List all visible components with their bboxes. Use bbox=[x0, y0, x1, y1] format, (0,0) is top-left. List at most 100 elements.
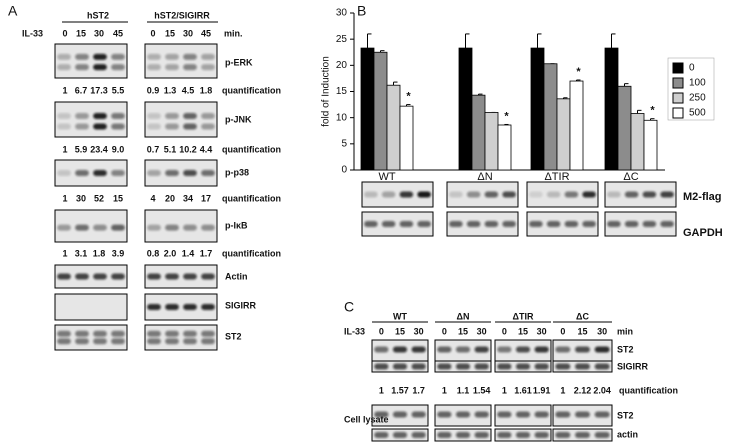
blot-band bbox=[183, 338, 197, 345]
blot-band bbox=[502, 221, 516, 227]
quantification-value: 4.5 bbox=[182, 85, 195, 95]
blot-band bbox=[183, 304, 197, 310]
blot-band bbox=[111, 273, 125, 280]
blot-band bbox=[201, 338, 215, 345]
blot-band bbox=[392, 432, 408, 438]
blot-band bbox=[57, 338, 71, 345]
blot-band bbox=[111, 224, 125, 231]
blot-band bbox=[474, 411, 489, 418]
group-label: WT bbox=[393, 311, 407, 321]
blot-band bbox=[534, 411, 549, 418]
blot-band bbox=[165, 273, 179, 280]
blot-band bbox=[165, 53, 179, 60]
quantification-value: 1.8 bbox=[200, 85, 213, 95]
blot-band bbox=[529, 191, 543, 198]
blot-band bbox=[546, 191, 561, 198]
blot-band bbox=[642, 191, 657, 198]
bar bbox=[471, 94, 486, 171]
blot-band bbox=[575, 346, 590, 353]
blot-band bbox=[515, 363, 531, 370]
legend-label: 0 bbox=[689, 63, 695, 74]
blot-band bbox=[534, 432, 549, 438]
blot-label: ST2 bbox=[617, 344, 634, 354]
blot-band bbox=[165, 113, 179, 119]
blot-band bbox=[381, 221, 396, 227]
blot-label: SIGIRR bbox=[617, 361, 649, 371]
quantification-value: 17 bbox=[201, 193, 211, 203]
quantification-label: quantification bbox=[222, 85, 281, 95]
blot-band bbox=[449, 191, 463, 198]
blot-band bbox=[201, 113, 215, 119]
blot-band bbox=[75, 338, 89, 345]
blot-band bbox=[183, 53, 197, 60]
blot-band bbox=[555, 432, 571, 438]
blot-band bbox=[594, 363, 610, 370]
significance-marker: * bbox=[576, 66, 581, 78]
blot-band bbox=[75, 330, 89, 337]
y-tick-label: 30 bbox=[336, 8, 348, 19]
blot-band bbox=[411, 363, 426, 370]
blot-band bbox=[364, 191, 378, 198]
blot-band bbox=[57, 64, 71, 71]
blot-band bbox=[437, 363, 452, 370]
blot-band bbox=[183, 330, 197, 337]
significance-marker: * bbox=[504, 110, 509, 122]
quantification-value: 1 bbox=[379, 385, 384, 395]
blot-band bbox=[455, 346, 471, 353]
blot-band bbox=[502, 191, 516, 198]
blot-band bbox=[455, 363, 471, 370]
blot-band bbox=[165, 64, 179, 71]
blot-panel bbox=[54, 324, 128, 351]
quantification-value: 3.9 bbox=[112, 248, 125, 258]
blot-band bbox=[624, 221, 639, 227]
blot-band bbox=[93, 113, 107, 119]
blot-band bbox=[57, 123, 71, 130]
quantification-value: 4.4 bbox=[200, 144, 213, 154]
blot-band bbox=[437, 346, 452, 353]
group-label: hST2 bbox=[87, 10, 109, 20]
quantification-value: 1.57 bbox=[391, 385, 409, 395]
x-tick-label: ΔTIR bbox=[544, 171, 569, 183]
blot-panel bbox=[54, 293, 128, 321]
blot-band bbox=[147, 53, 161, 60]
blot-band bbox=[484, 191, 499, 198]
quantification-value: 1.4 bbox=[182, 248, 195, 258]
treatment-label: IL-33 bbox=[344, 326, 365, 336]
blot-band bbox=[57, 224, 71, 231]
blot-band bbox=[555, 346, 571, 353]
y-tick-label: 0 bbox=[341, 165, 347, 176]
blot-band bbox=[534, 363, 549, 370]
blot-label: actin bbox=[617, 429, 638, 439]
blot-band bbox=[93, 170, 107, 176]
blot-band bbox=[147, 330, 161, 337]
bar bbox=[543, 63, 558, 171]
quantification-value: 1 bbox=[62, 193, 67, 203]
blot-band bbox=[147, 123, 161, 130]
blot-band bbox=[165, 338, 179, 345]
quantification-value: 0.9 bbox=[147, 85, 160, 95]
quantification-label: quantification bbox=[619, 385, 678, 395]
panel-label: A bbox=[8, 3, 18, 19]
quantification-value: 1 bbox=[62, 85, 67, 95]
blot-band bbox=[147, 273, 161, 280]
blot-band bbox=[466, 191, 481, 198]
blot-band bbox=[183, 113, 197, 119]
blot-band bbox=[399, 191, 414, 198]
quantification-value: 3.1 bbox=[75, 248, 88, 258]
quantification-value: 0.8 bbox=[147, 248, 160, 258]
group-label: hST2/SIGIRR bbox=[154, 10, 210, 20]
y-tick-label: 25 bbox=[336, 34, 348, 45]
legend-label: 250 bbox=[689, 93, 706, 104]
blot-band bbox=[515, 346, 531, 353]
quantification-value: 1 bbox=[442, 385, 447, 395]
blot-band bbox=[534, 346, 549, 353]
blot-band bbox=[57, 53, 71, 60]
blot-band bbox=[111, 123, 125, 130]
blot-band bbox=[594, 346, 610, 353]
x-tick-label: WT bbox=[378, 171, 395, 183]
blot-band bbox=[455, 411, 471, 418]
quantification-value: 1.61 bbox=[514, 385, 532, 395]
bar bbox=[360, 47, 375, 171]
blot-band bbox=[497, 363, 512, 370]
blot-label: SIGIRR bbox=[225, 300, 257, 310]
